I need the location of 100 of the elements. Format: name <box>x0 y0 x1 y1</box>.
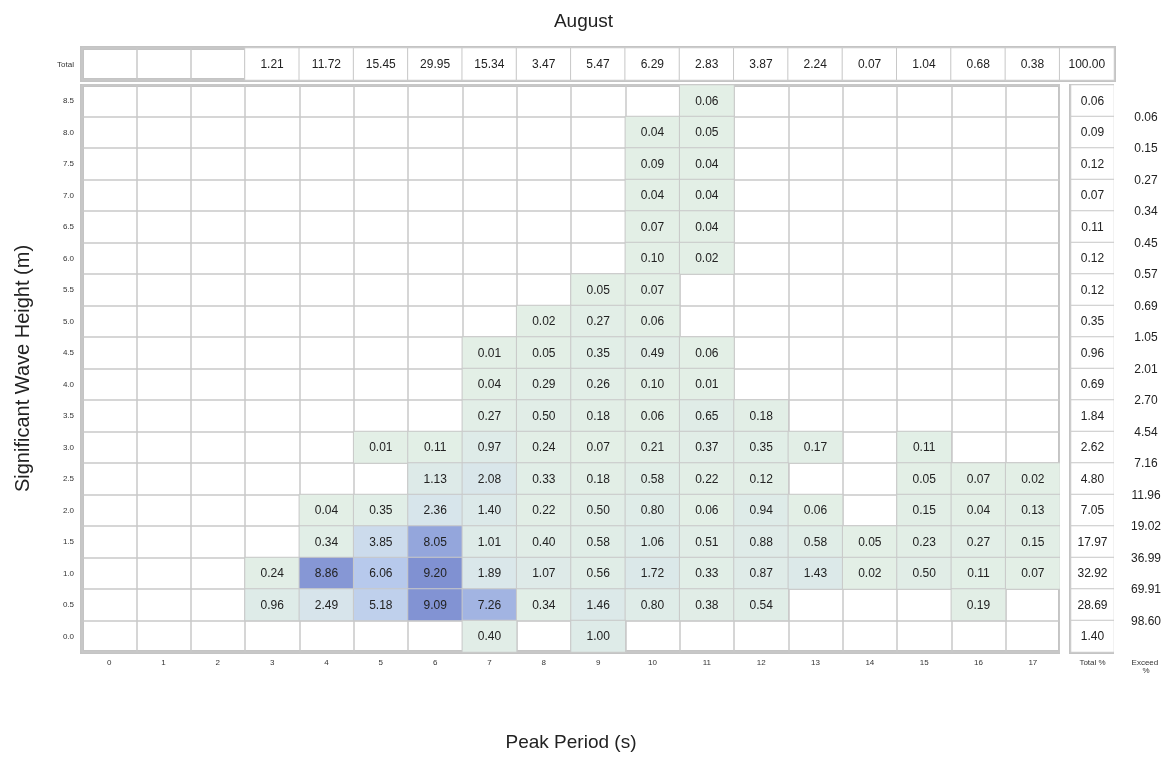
data-label: 11.96 <box>1131 487 1161 502</box>
data-label: 2.36 <box>423 503 448 518</box>
y-tick-label: 3.5 <box>62 411 75 421</box>
data-label: 0.22 <box>695 471 719 486</box>
data-label: 0.07 <box>640 219 665 234</box>
data-label: 0.13 <box>1021 503 1045 518</box>
data-label: 3.47 <box>532 57 556 71</box>
y-tick-label: 4.0 <box>62 379 75 389</box>
data-label: 0.94 <box>749 503 774 518</box>
x-tick-label: 16 <box>974 657 984 667</box>
data-label: 2.62 <box>1080 440 1105 455</box>
data-label: 1.21 <box>260 57 285 71</box>
data-label: 0.09 <box>640 156 665 171</box>
data-label: 2.70 <box>1134 393 1158 407</box>
data-label: 0.34 <box>314 534 339 549</box>
data-label: 0.05 <box>912 471 937 486</box>
x-tick-label: Exceed % <box>1131 657 1161 675</box>
data-label: 0.80 <box>640 503 665 518</box>
data-label: 0.11 <box>912 440 936 455</box>
data-label: 0.01 <box>369 440 393 455</box>
y-tick-label: Total <box>57 59 75 69</box>
data-label: 0.11 <box>423 440 447 455</box>
data-label: 0.12 <box>1080 251 1105 266</box>
data-label: 0.04 <box>477 377 502 392</box>
data-label: 0.40 <box>477 629 502 644</box>
data-label: 9.09 <box>423 597 448 612</box>
data-label: 0.07 <box>1021 566 1045 581</box>
data-label: 29.95 <box>420 57 451 71</box>
data-label: 0.23 <box>912 534 937 549</box>
data-label: 1.72 <box>640 566 665 581</box>
y-tick-label: 5.0 <box>62 316 75 326</box>
data-label: 0.38 <box>695 597 719 612</box>
data-label: 0.04 <box>695 188 719 203</box>
x-tick-label: 13 <box>811 657 821 667</box>
data-label: 0.96 <box>1080 345 1105 360</box>
data-label: 0.05 <box>586 282 611 297</box>
data-label: 2.08 <box>477 471 502 486</box>
data-label: 0.51 <box>695 534 719 549</box>
data-label: 19.02 <box>1130 519 1162 533</box>
data-label: 0.05 <box>532 345 556 360</box>
data-label: 0.10 <box>640 377 665 392</box>
data-label: 0.69 <box>1134 298 1158 313</box>
data-label: 0.04 <box>966 503 991 518</box>
data-label: 6.06 <box>369 566 393 581</box>
data-label: 0.07 <box>966 471 991 486</box>
data-label: 0.69 <box>1080 377 1105 392</box>
data-label: 0.04 <box>695 156 719 171</box>
data-label: 0.18 <box>586 408 611 423</box>
x-tick-label: 3 <box>269 657 275 667</box>
data-label: 0.50 <box>586 503 611 518</box>
data-label: 0.01 <box>695 377 719 392</box>
x-tick-label: 12 <box>756 657 767 667</box>
data-label: 0.33 <box>532 471 556 486</box>
chart-title: August <box>553 10 614 31</box>
data-label: 0.65 <box>695 408 719 423</box>
data-label: 0.24 <box>260 566 285 581</box>
data-label: 2.24 <box>803 57 828 71</box>
data-label: 0.33 <box>695 566 719 581</box>
data-label: 3.87 <box>749 57 773 71</box>
data-label: 0.27 <box>477 408 502 423</box>
data-label: 69.91 <box>1130 582 1162 596</box>
data-label: 0.04 <box>695 219 719 234</box>
x-tick-label: 17 <box>1028 657 1038 667</box>
data-label: 0.88 <box>749 534 774 549</box>
data-label: 0.26 <box>586 377 611 392</box>
data-label: 0.22 <box>532 503 556 518</box>
data-label: 2.83 <box>694 57 719 71</box>
data-label: 11.72 <box>311 57 342 71</box>
y-tick-label: 2.0 <box>62 505 75 515</box>
x-tick-label: 0 <box>106 657 112 667</box>
data-label: 0.58 <box>640 471 665 486</box>
data-label: 0.57 <box>1134 267 1158 281</box>
y-axis-title: Significant Wave Height (m) <box>11 244 33 493</box>
x-tick-label: 8 <box>541 657 547 667</box>
data-label: 7.05 <box>1080 503 1105 518</box>
data-label: 4.80 <box>1080 471 1105 486</box>
y-tick-label: 7.5 <box>62 159 75 169</box>
data-label: 0.06 <box>695 503 719 518</box>
data-label: 3.85 <box>369 534 393 549</box>
data-label: 0.07 <box>586 440 611 455</box>
data-label: 0.68 <box>966 57 991 71</box>
x-tick-label: 4 <box>324 657 330 667</box>
data-label: 0.27 <box>1134 172 1158 187</box>
data-label: 1.04 <box>912 57 936 71</box>
data-label: 0.11 <box>967 566 991 581</box>
data-label: 0.54 <box>749 597 774 612</box>
x-tick-label: 15 <box>919 657 930 667</box>
data-label: 8.05 <box>423 534 448 549</box>
data-label: 98.60 <box>1130 613 1162 628</box>
x-tick-label: 1 <box>161 657 167 667</box>
data-label: 100.00 <box>1068 57 1106 71</box>
data-label: 0.96 <box>260 597 285 612</box>
data-label: 0.01 <box>477 345 502 360</box>
data-label: 0.12 <box>1080 156 1105 171</box>
data-label: 0.06 <box>695 345 719 360</box>
data-label: 0.05 <box>858 534 882 549</box>
y-tick-label: 5.5 <box>62 285 75 295</box>
data-label: 0.05 <box>695 125 719 140</box>
y-tick-label: 6.5 <box>62 222 75 232</box>
data-label: 0.06 <box>1134 109 1158 124</box>
